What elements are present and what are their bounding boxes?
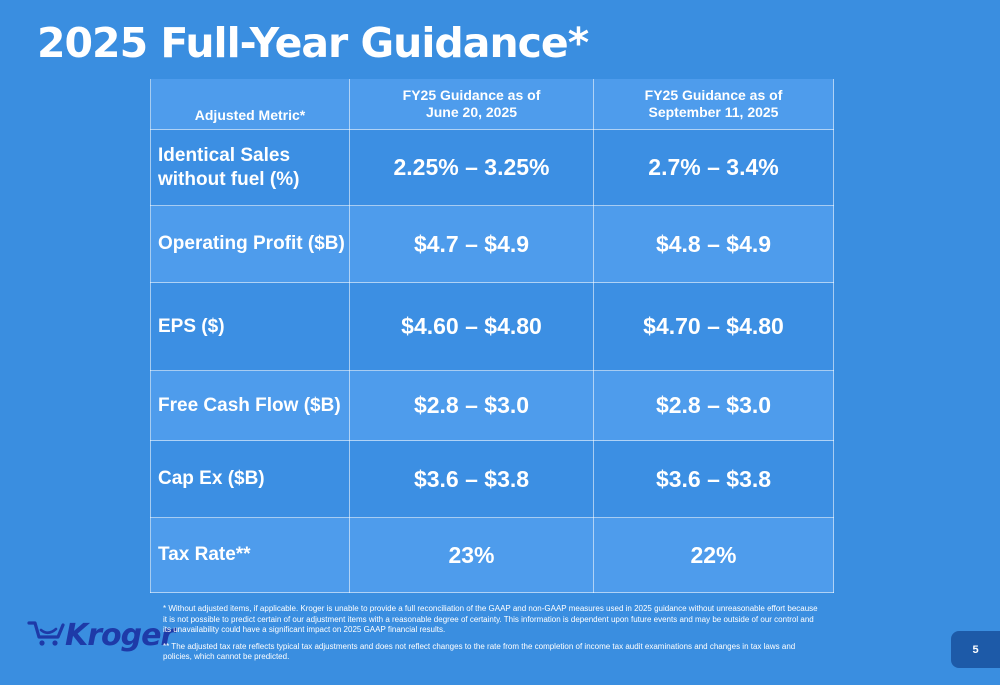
kroger-logo: Kroger bbox=[27, 612, 175, 666]
header-adjusted-metric: Adjusted Metric* bbox=[150, 79, 350, 130]
september-value: $2.8 – $3.0 bbox=[593, 370, 834, 441]
table-header-row: Adjusted Metric* FY25 Guidance as of Jun… bbox=[150, 79, 834, 130]
table-row-cap-ex: Cap Ex ($B) $3.6 – $3.8 $3.6 – $3.8 bbox=[150, 440, 834, 518]
june-value: 23% bbox=[349, 517, 594, 593]
september-value: $4.8 – $4.9 bbox=[593, 205, 834, 283]
metric-label-line2: without fuel (%) bbox=[158, 168, 300, 190]
metric-operating-profit: Operating Profit ($B) bbox=[150, 205, 350, 283]
table-row-free-cash-flow: Free Cash Flow ($B) $2.8 – $3.0 $2.8 – $… bbox=[150, 370, 834, 441]
metric-tax-rate: Tax Rate** bbox=[150, 517, 350, 593]
header-september-guidance: FY25 Guidance as of September 11, 2025 bbox=[593, 79, 834, 130]
june-value: $3.6 – $3.8 bbox=[349, 440, 594, 518]
page-number-badge: 5 bbox=[951, 631, 1000, 668]
page-title: 2025 Full-Year Guidance* bbox=[37, 19, 589, 67]
kroger-cart-icon bbox=[27, 621, 65, 646]
june-value: $4.60 – $4.80 bbox=[349, 282, 594, 371]
header-september-line2: September 11, 2025 bbox=[648, 104, 779, 120]
metric-identical-sales: Identical Sales without fuel (%) bbox=[150, 129, 350, 206]
table-row-tax-rate: Tax Rate** 23% 22% bbox=[150, 517, 834, 593]
september-value: 22% bbox=[593, 517, 834, 593]
header-june-guidance: FY25 Guidance as of June 20, 2025 bbox=[349, 79, 594, 130]
june-value: $2.8 – $3.0 bbox=[349, 370, 594, 441]
table-row-eps: EPS ($) $4.60 – $4.80 $4.70 – $4.80 bbox=[150, 282, 834, 371]
footnote-tax-rate: ** The adjusted tax rate reflects typica… bbox=[163, 641, 796, 662]
table-row-operating-profit: Operating Profit ($B) $4.7 – $4.9 $4.8 –… bbox=[150, 205, 834, 283]
footnote-adjusted-items: * Without adjusted items, if applicable.… bbox=[163, 604, 818, 634]
september-value: 2.7% – 3.4% bbox=[593, 129, 834, 206]
metric-free-cash-flow: Free Cash Flow ($B) bbox=[150, 370, 350, 441]
june-value: 2.25% – 3.25% bbox=[349, 129, 594, 206]
header-june-line2: June 20, 2025 bbox=[425, 104, 518, 120]
september-value: $3.6 – $3.8 bbox=[593, 440, 834, 518]
table-row-identical-sales: Identical Sales without fuel (%) 2.25% –… bbox=[150, 129, 834, 206]
header-september-line1: FY25 Guidance as of bbox=[644, 87, 783, 103]
header-june-line1: FY25 Guidance as of bbox=[402, 87, 541, 103]
september-value: $4.70 – $4.80 bbox=[593, 282, 834, 371]
kroger-wordmark: Kroger bbox=[65, 618, 175, 653]
metric-label-line1: Identical Sales bbox=[158, 144, 291, 166]
metric-cap-ex: Cap Ex ($B) bbox=[150, 440, 350, 518]
june-value: $4.7 – $4.9 bbox=[349, 205, 594, 283]
guidance-table: Adjusted Metric* FY25 Guidance as of Jun… bbox=[150, 79, 834, 593]
metric-eps: EPS ($) bbox=[150, 282, 350, 371]
footnotes: * Without adjusted items, if applicable.… bbox=[163, 604, 823, 669]
